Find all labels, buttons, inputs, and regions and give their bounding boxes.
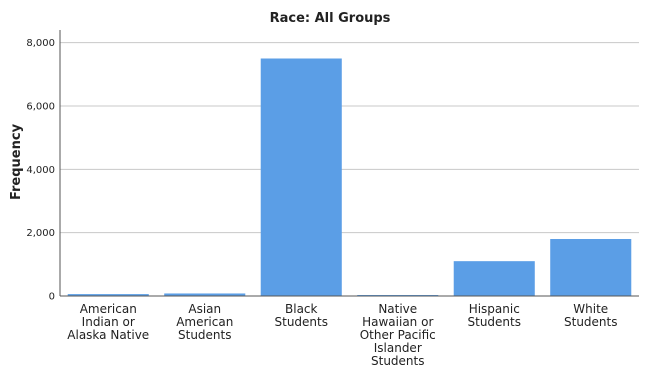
- y-axis-title: Frequency: [9, 123, 24, 200]
- bar-0: [67, 294, 149, 296]
- y-tick-label: 2,000: [26, 228, 55, 239]
- axes: [59, 30, 639, 297]
- x-tick-label: American Indian or Alaska Native: [67, 302, 149, 342]
- x-tick-label: Asian American Students: [176, 302, 233, 342]
- bar-4: [453, 261, 535, 296]
- x-tick-label: Native Hawaiian or Other Pacific Islander St…: [360, 302, 436, 365]
- y-tick-label: 6,000: [26, 102, 55, 113]
- bar-1: [164, 293, 246, 296]
- y-tick-label: 0: [49, 292, 55, 303]
- y-tick-labels: 0 2,000 4,000 6,000 8,000: [26, 38, 55, 302]
- x-tick-label: Black Students: [275, 302, 329, 329]
- chart-title: Race: All Groups: [270, 11, 391, 26]
- x-tick-label: Hispanic Students: [468, 302, 522, 329]
- x-tick-labels: American Indian or Alaska Native Asian Ameri…: [67, 302, 617, 365]
- x-tick-label: White Students: [564, 302, 618, 329]
- bars: [67, 58, 632, 296]
- gridlines: [60, 42, 639, 234]
- y-tick-label: 8,000: [26, 38, 55, 49]
- y-tick-label: 4,000: [26, 165, 55, 176]
- bar-2: [260, 58, 342, 296]
- bar-5: [550, 239, 632, 296]
